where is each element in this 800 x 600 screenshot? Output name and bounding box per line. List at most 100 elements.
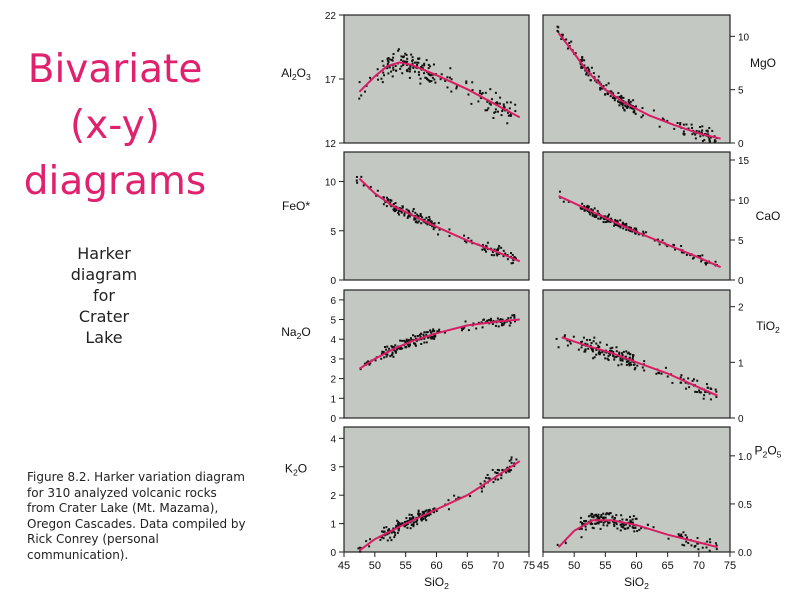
data-point: [591, 347, 594, 350]
data-point: [440, 73, 443, 76]
data-point: [694, 133, 697, 136]
data-point: [480, 93, 483, 96]
data-point: [511, 261, 514, 264]
harker-panel-tio2: 0 1 2: [542, 289, 744, 425]
data-point: [595, 349, 598, 352]
data-point: [587, 347, 590, 350]
data-point: [398, 207, 401, 210]
data-point: [408, 76, 411, 79]
data-point: [479, 482, 482, 485]
caption-line: Figure 8.2. Harker variation diagram: [27, 470, 245, 484]
data-point: [423, 62, 426, 65]
data-point: [409, 64, 412, 67]
data-point: [425, 341, 428, 344]
data-point: [425, 77, 428, 80]
y-tick-label: 5: [330, 227, 336, 238]
data-point: [643, 360, 646, 363]
data-point: [405, 208, 408, 211]
data-point: [707, 135, 710, 138]
data-point: [626, 352, 629, 355]
data-point: [622, 227, 625, 230]
data-point: [397, 49, 400, 52]
y-tick-label: 0: [330, 548, 336, 559]
subtitle-line: Lake: [85, 328, 123, 347]
data-point: [585, 67, 588, 70]
data-point: [611, 346, 614, 349]
data-point: [694, 137, 697, 140]
data-point: [613, 517, 616, 520]
data-point: [514, 320, 517, 323]
data-point: [483, 480, 486, 483]
plot-area: [343, 151, 530, 281]
data-point: [496, 468, 499, 471]
x-tick-label: 45: [338, 560, 350, 572]
data-point: [590, 341, 593, 344]
data-point: [496, 102, 499, 105]
data-point: [629, 103, 632, 106]
data-point: [448, 228, 451, 231]
data-point: [444, 79, 447, 82]
data-point: [410, 339, 413, 342]
data-point: [363, 90, 366, 93]
data-point: [433, 78, 436, 81]
data-point: [577, 348, 580, 351]
data-point: [562, 200, 565, 203]
data-point: [509, 114, 512, 117]
data-point: [403, 339, 406, 342]
y-tick-label: 10: [738, 196, 750, 207]
data-point: [645, 231, 648, 234]
data-point: [430, 73, 433, 76]
data-point: [408, 215, 411, 218]
data-point: [630, 363, 633, 366]
data-point: [700, 391, 703, 394]
x-tick-label: 60: [630, 560, 642, 572]
data-point: [556, 29, 559, 32]
data-point: [666, 119, 669, 122]
data-point: [386, 62, 389, 65]
data-point: [701, 546, 704, 549]
harker-panel-k2o: 0 1 2 3 4 45 50 55 60 65 70 75: [330, 426, 535, 572]
data-point: [565, 38, 568, 41]
data-point: [419, 82, 422, 85]
data-point: [429, 331, 432, 334]
caption-line: Rick Conrey (personal: [27, 532, 159, 546]
data-point: [420, 222, 423, 225]
data-point: [415, 61, 418, 64]
data-point: [595, 214, 598, 217]
x-axis-label: SiO2: [624, 575, 649, 591]
data-point: [455, 87, 458, 90]
data-point: [401, 205, 404, 208]
data-point: [607, 522, 610, 525]
data-point: [359, 550, 362, 553]
data-point: [455, 85, 458, 88]
x-tick-label: 60: [430, 560, 442, 572]
data-point: [616, 219, 619, 222]
data-point: [568, 340, 571, 343]
data-point: [607, 82, 610, 85]
data-point: [416, 523, 419, 526]
data-point: [696, 542, 699, 545]
data-point: [690, 544, 693, 547]
data-point: [392, 56, 395, 59]
data-point: [420, 342, 423, 345]
data-point: [494, 478, 497, 481]
data-point: [408, 210, 411, 213]
data-point: [400, 58, 403, 61]
data-point: [608, 220, 611, 223]
data-point: [398, 213, 401, 216]
data-point: [389, 198, 392, 201]
data-point: [634, 227, 637, 230]
data-point: [607, 355, 610, 358]
data-point: [512, 259, 515, 262]
data-point: [610, 217, 613, 220]
data-point: [411, 517, 414, 520]
data-point: [590, 66, 593, 69]
data-point: [434, 335, 437, 338]
data-point: [427, 336, 430, 339]
data-point: [471, 81, 474, 84]
data-point: [586, 204, 589, 207]
data-point: [633, 530, 636, 533]
data-point: [425, 514, 428, 517]
data-point: [414, 520, 417, 523]
data-point: [598, 350, 601, 353]
